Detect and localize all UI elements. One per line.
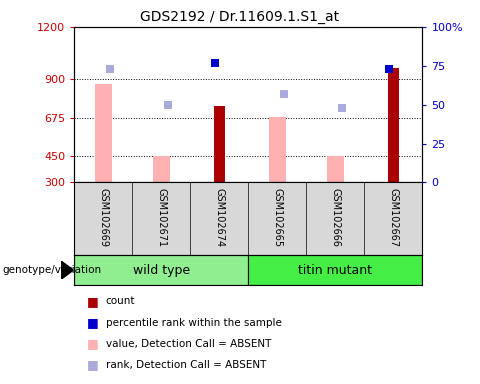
Text: GDS2192 / Dr.11609.1.S1_at: GDS2192 / Dr.11609.1.S1_at	[141, 10, 339, 23]
Bar	[388, 68, 398, 182]
Bar	[74, 255, 249, 285]
Bar	[153, 157, 170, 182]
Text: rank, Detection Call = ABSENT: rank, Detection Call = ABSENT	[106, 360, 266, 370]
Text: GSM102669: GSM102669	[98, 188, 108, 247]
Text: GSM102665: GSM102665	[272, 188, 282, 247]
Text: ■: ■	[86, 295, 98, 308]
Text: count: count	[106, 296, 135, 306]
Text: titin mutant: titin mutant	[299, 264, 372, 276]
Text: ■: ■	[86, 358, 98, 371]
Text: value, Detection Call = ABSENT: value, Detection Call = ABSENT	[106, 339, 271, 349]
Text: genotype/variation: genotype/variation	[2, 265, 102, 275]
Text: GSM102671: GSM102671	[156, 188, 167, 247]
Bar	[327, 157, 344, 182]
Bar	[269, 117, 286, 182]
Text: percentile rank within the sample: percentile rank within the sample	[106, 318, 281, 328]
Bar	[95, 84, 112, 182]
Text: ■: ■	[86, 337, 98, 350]
Polygon shape	[61, 261, 73, 279]
Text: GSM102666: GSM102666	[330, 188, 340, 247]
Bar	[214, 106, 225, 182]
Text: ■: ■	[86, 316, 98, 329]
Text: GSM102667: GSM102667	[388, 188, 398, 247]
Bar	[249, 255, 422, 285]
Text: wild type: wild type	[133, 264, 190, 276]
Text: GSM102674: GSM102674	[215, 188, 225, 247]
